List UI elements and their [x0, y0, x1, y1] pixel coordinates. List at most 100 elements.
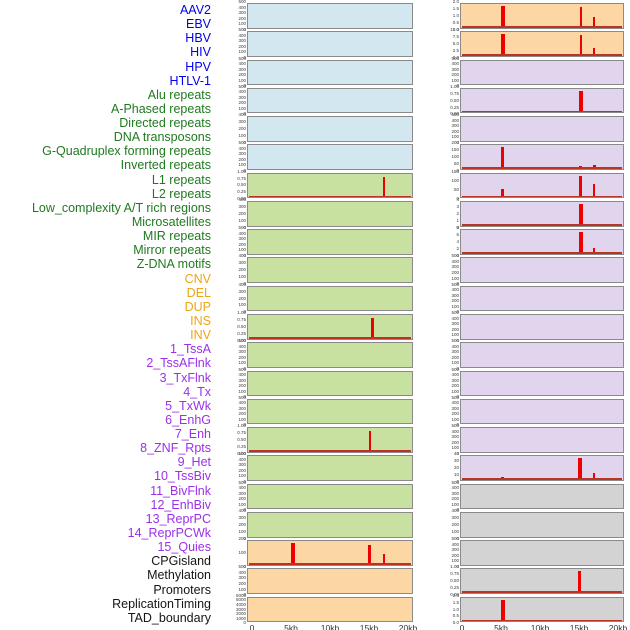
y-tick-label: 100 — [451, 416, 459, 422]
y-tick-label: 400 — [451, 258, 459, 264]
track-panel-left-19 — [247, 511, 413, 538]
y-tick-label: 8 — [456, 224, 459, 230]
track-panel-left-5 — [247, 116, 413, 142]
x-axis-tick-right: 10kb — [530, 623, 550, 630]
data-spike — [592, 17, 596, 28]
y-tick-label: 1.00 — [237, 168, 246, 174]
y-tick-label: 200 — [451, 552, 459, 558]
data-spike — [578, 458, 582, 480]
y-tick-label: 300 — [451, 405, 459, 411]
y-tick-label: 0 — [456, 224, 459, 230]
track-panel-left-13 — [247, 342, 413, 368]
y-tick-label: 400 — [238, 32, 246, 38]
track-panel-left-22 — [247, 596, 413, 623]
track-panel-left-21 — [247, 568, 413, 595]
x-axis-tick-left: 20kb — [398, 623, 418, 630]
row-label-13-reprpc: 13_ReprPC — [145, 511, 211, 526]
zero-baseline — [249, 337, 411, 339]
y-tick-label: 0 — [243, 309, 246, 315]
track-panel-right-3 — [460, 59, 624, 86]
y-tick-label: 100 — [238, 49, 246, 55]
y-tick-label: 0.25 — [450, 584, 459, 590]
x-axis-tick-left: 0 — [249, 623, 255, 630]
y-tick-label: 400 — [238, 343, 246, 349]
y-axis-ticks-left-14: 500 400 300 200 100 0 — [214, 367, 246, 399]
y-tick-label: 0.00 — [237, 337, 246, 343]
y-tick-label: 0.50 — [237, 182, 246, 188]
y-tick-label: 400 — [451, 507, 459, 513]
track-panel-right-13 — [460, 342, 624, 368]
track-panel-left-3 — [247, 59, 413, 86]
y-tick-label: 100 — [238, 20, 246, 26]
y-tick-label: 500 — [238, 0, 246, 4]
zero-baseline — [462, 252, 622, 254]
y-tick-label: 400 — [451, 428, 459, 434]
y-tick-label: 4000 — [235, 601, 246, 607]
row-label-9-het: 9_Het — [177, 455, 211, 470]
y-tick-label: 0 — [456, 422, 459, 428]
data-spike — [577, 571, 581, 594]
y-tick-label: 1.5 — [452, 5, 459, 11]
y-tick-label: 0 — [456, 280, 459, 286]
row-label-11-bivflnk: 11_BivFlnk — [150, 483, 211, 498]
row-label-a-phased-repeats: A-Phased repeats — [110, 101, 211, 116]
y-tick-label: 40 — [453, 451, 459, 457]
data-spike — [592, 473, 596, 480]
y-tick-label: 0 — [243, 167, 246, 173]
y-tick-label: 500 — [238, 55, 246, 61]
y-axis-ticks-left-20: 200 100 0 — [214, 536, 246, 569]
y-tick-label: 500 — [238, 224, 246, 230]
x-axis-tick-right: 20kb — [608, 623, 628, 630]
zero-baseline — [249, 195, 411, 198]
y-axis-ticks-left-6: 500 400 300 200 100 0 — [214, 141, 246, 173]
y-tick-label: 400 — [238, 281, 246, 287]
y-tick-label: 400 — [238, 4, 246, 10]
y-tick-label: 300 — [451, 264, 459, 270]
y-axis-ticks-left-21: 500 400 300 200 100 0 — [214, 565, 246, 597]
y-tick-label: 100 — [238, 501, 246, 507]
y-tick-label: 400 — [238, 145, 246, 151]
zero-baseline — [462, 195, 622, 198]
y-tick-label: 5000 — [235, 597, 246, 603]
y-tick-label: 300 — [451, 433, 459, 439]
y-axis-ticks-left-16: 1.00 0.75 0.50 0.25 0.00 — [214, 423, 246, 455]
y-axis-ticks-right-2: 10.0 7.5 5.0 2.5 0.0 — [426, 27, 459, 59]
row-label-dup: DUP — [184, 299, 211, 314]
y-tick-label: 100 — [238, 586, 246, 592]
y-tick-label: 300 — [238, 405, 246, 411]
y-axis-ticks-left-7: 1.00 0.75 0.50 0.25 0.00 — [214, 168, 246, 201]
y-tick-label: 400 — [451, 400, 459, 406]
track-panel-left-14 — [247, 370, 413, 397]
y-axis-ticks-left-1: 500 400 300 200 100 0 — [214, 0, 246, 31]
row-label-1-tssa: 1_TssA — [170, 342, 211, 357]
y-tick-label: 200 — [451, 495, 459, 501]
y-tick-label: 500 — [451, 394, 459, 400]
data-spike — [368, 430, 372, 452]
track-panel-left-2 — [247, 31, 413, 57]
y-axis-ticks-right-12: 500 400 300 200 100 0 — [426, 310, 459, 342]
row-label-g-quadruplex-forming-repeats: G-Quadruplex forming repeats — [42, 144, 211, 159]
y-tick-label: 2 — [456, 210, 459, 216]
data-spike — [579, 35, 583, 56]
y-tick-label: 200 — [451, 521, 459, 527]
y-tick-label: 0 — [243, 563, 246, 569]
y-tick-label: 0.0 — [452, 26, 459, 32]
y-axis-ticks-left-11: 400 300 200 100 0 — [214, 281, 246, 315]
y-tick-label: 0 — [243, 591, 246, 597]
y-axis-ticks-right-1: 2.0 1.5 1.0 0.5 0.0 — [426, 0, 459, 32]
track-panel-left-16 — [247, 427, 413, 453]
y-tick-label: 400 — [238, 371, 246, 377]
y-tick-label: 100 — [451, 133, 459, 139]
track-panel-left-8 — [247, 200, 413, 227]
track-panel-left-4 — [247, 87, 413, 114]
track-panel-left-6 — [247, 144, 413, 170]
track-panel-right-18 — [460, 483, 624, 510]
y-tick-label: 0 — [243, 280, 246, 286]
y-tick-label: 200 — [238, 295, 246, 301]
y-axis-ticks-right-18: 500 400 300 200 100 0 — [426, 480, 459, 512]
y-tick-label: 300 — [238, 38, 246, 44]
y-tick-label: 1.00 — [450, 564, 459, 570]
y-tick-label: 300 — [238, 235, 246, 241]
y-axis-ticks-left-8: 400 300 200 100 0 — [214, 197, 246, 229]
y-tick-label: 100 — [451, 77, 459, 83]
